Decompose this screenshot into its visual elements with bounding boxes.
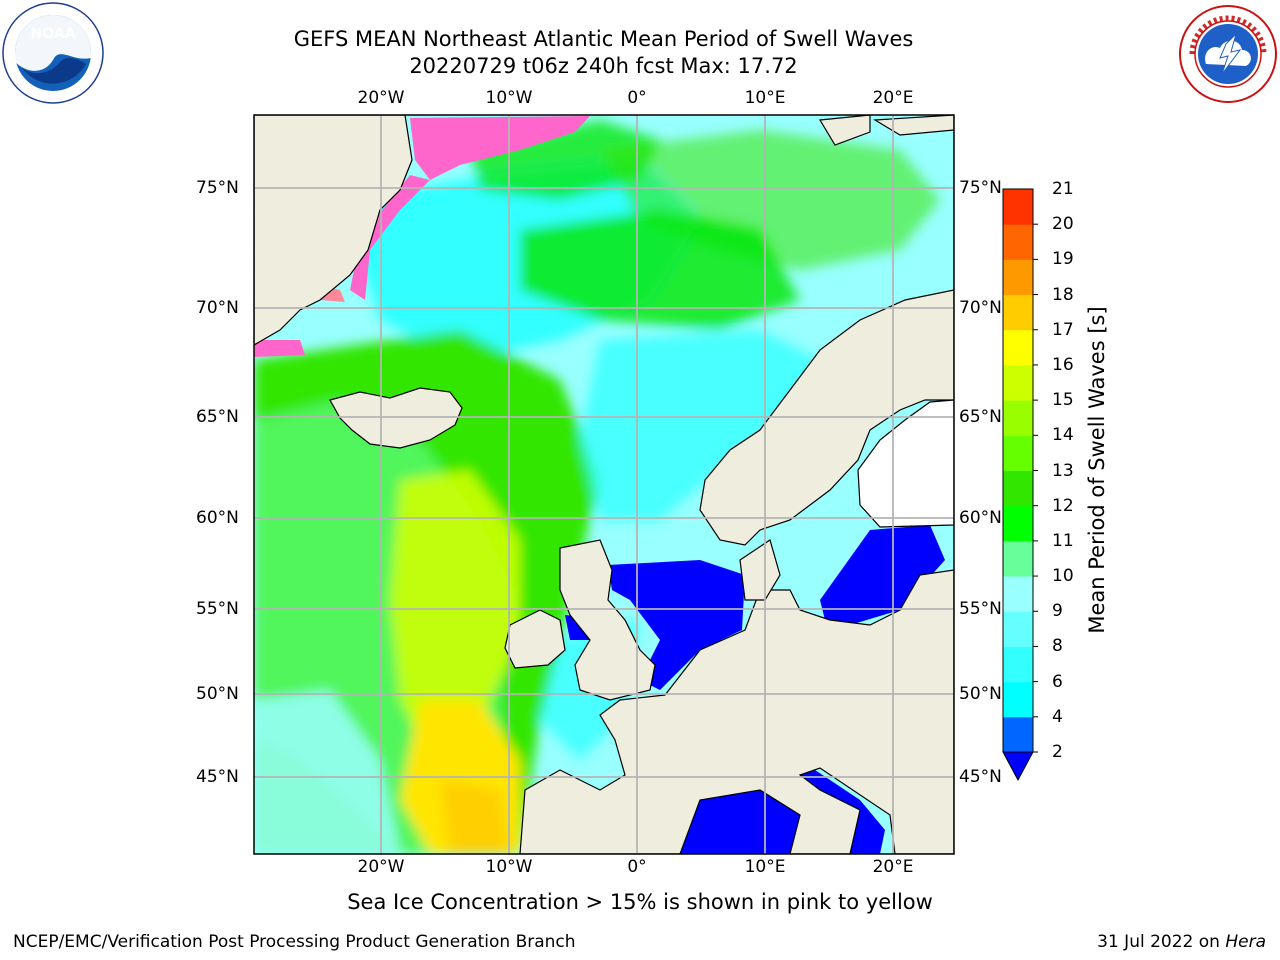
map-subtitle: 20220729 t06z 240h fcst Max: 17.72	[409, 54, 798, 78]
colorbar-tick-label: 9	[1052, 601, 1063, 622]
swell-field	[254, 120, 940, 854]
colorbar-tick-label: 12	[1052, 495, 1074, 516]
lat-label-right: 65°N	[959, 407, 1002, 427]
colorbar-under-arrow	[1002, 751, 1034, 782]
lat-label-right: 45°N	[959, 767, 1002, 787]
colorbar-tick-label: 21	[1052, 179, 1074, 199]
lat-label-right: 60°N	[959, 508, 1002, 528]
lon-label-bottom: 20°W	[357, 857, 405, 877]
colorbar-tick-label: 8	[1052, 636, 1063, 657]
footer-credit: NCEP/EMC/Verification Post Processing Pr…	[13, 932, 576, 952]
footer-host: Hera	[1225, 932, 1266, 952]
colorbar-band	[1003, 611, 1033, 647]
colorbar-band	[1003, 505, 1033, 542]
colorbar-band	[1003, 681, 1033, 718]
lon-label-top: 0°	[627, 88, 647, 108]
iceland	[329, 387, 463, 449]
colorbar-band	[1003, 435, 1033, 471]
colorbar-tick-label: 16	[1052, 354, 1074, 375]
colorbar-tick-label: 20	[1052, 214, 1074, 235]
great-britain	[559, 539, 656, 701]
sea-ice-note: Sea Ice Concentration > 15% is shown in …	[0, 890, 1280, 914]
colorbar-tick-label: 19	[1052, 249, 1074, 270]
map-frame	[253, 114, 955, 855]
noaa-logo: NOAA	[2, 2, 104, 104]
lat-label-left: 55°N	[196, 599, 239, 619]
scandinavia	[699, 115, 954, 546]
lon-label-bottom: 20°E	[872, 857, 914, 877]
noaa-logo-text: NOAA	[31, 26, 76, 42]
sea-ice-note-text: Sea Ice Concentration > 15% is shown in …	[347, 890, 933, 914]
colorbar-tick-label: 15	[1052, 390, 1074, 411]
graticule	[254, 115, 954, 854]
lat-label-right: 70°N	[959, 298, 1002, 318]
lat-label-left: 50°N	[196, 684, 239, 704]
mediterranean-low	[675, 790, 800, 854]
lon-label-top: 10°W	[485, 88, 533, 108]
colorbar-band	[1003, 294, 1033, 331]
land	[254, 115, 954, 854]
sweden-white	[857, 399, 954, 528]
colorbar-tick-label: 4	[1052, 706, 1063, 727]
colorbar-tick-label: 14	[1052, 425, 1074, 446]
sea-ice-denmark-strait	[254, 340, 305, 357]
lon-label-bottom: 10°W	[485, 857, 533, 877]
baltic-low	[820, 525, 945, 625]
svalbard-east	[873, 115, 954, 136]
lon-label-top: 10°E	[744, 88, 786, 108]
colorbar-tick-label: 11	[1052, 530, 1074, 551]
footer-date-prefix: 31 Jul 2022 on	[1097, 932, 1226, 952]
colorbar-band	[1003, 224, 1033, 260]
lat-label-right: 50°N	[959, 684, 1002, 704]
colorbar-band	[1003, 646, 1033, 683]
lon-label-top: 20°E	[872, 88, 914, 108]
north-sea-low	[608, 560, 745, 690]
lat-label-right: 75°N	[959, 178, 1002, 198]
colorbar-band	[1003, 364, 1033, 401]
colorbar-tick-label: 13	[1052, 460, 1074, 481]
colorbar-band	[1003, 716, 1033, 753]
nws-logo	[1179, 5, 1277, 103]
lon-label-bottom: 10°E	[744, 857, 786, 877]
colorbar-band	[1003, 329, 1033, 366]
colorbar-tick-label: 17	[1052, 319, 1074, 340]
colorbar-band	[1003, 540, 1033, 577]
colorbar-tick-label: 2	[1052, 742, 1063, 762]
colorbar-tick-label: 10	[1052, 566, 1074, 587]
colorbar-band	[1003, 470, 1033, 507]
colorbar-tick-label: 6	[1052, 671, 1063, 692]
lon-label-bottom: 0°	[627, 857, 647, 877]
colorbar-band	[1003, 576, 1033, 612]
sea-ice-greenland-north	[410, 116, 590, 180]
lon-label-top: 20°W	[357, 88, 405, 108]
colorbar	[1003, 189, 1038, 753]
colorbar-tick-label: 18	[1052, 284, 1074, 305]
map-title: GEFS MEAN Northeast Atlantic Mean Period…	[293, 27, 914, 51]
lat-label-left: 65°N	[196, 407, 239, 427]
colorbar-title: Mean Period of Swell Waves [s]	[1085, 306, 1109, 634]
svalbard	[818, 115, 871, 146]
greenland	[254, 115, 413, 346]
colorbar-band	[1003, 400, 1033, 436]
footer-date: 31 Jul 2022 on Hera	[1097, 932, 1266, 952]
colorbar-frame	[1002, 188, 1034, 753]
ireland	[504, 609, 566, 669]
continental-europe	[519, 569, 954, 854]
lat-label-right: 55°N	[959, 599, 1002, 619]
lat-label-left: 45°N	[196, 767, 239, 787]
colorbar-band	[1003, 189, 1033, 225]
colorbar-band	[1003, 259, 1033, 296]
lat-label-left: 70°N	[196, 298, 239, 318]
lat-label-left: 75°N	[196, 178, 239, 198]
lat-label-left: 60°N	[196, 508, 239, 528]
map-plot-area	[254, 115, 954, 854]
